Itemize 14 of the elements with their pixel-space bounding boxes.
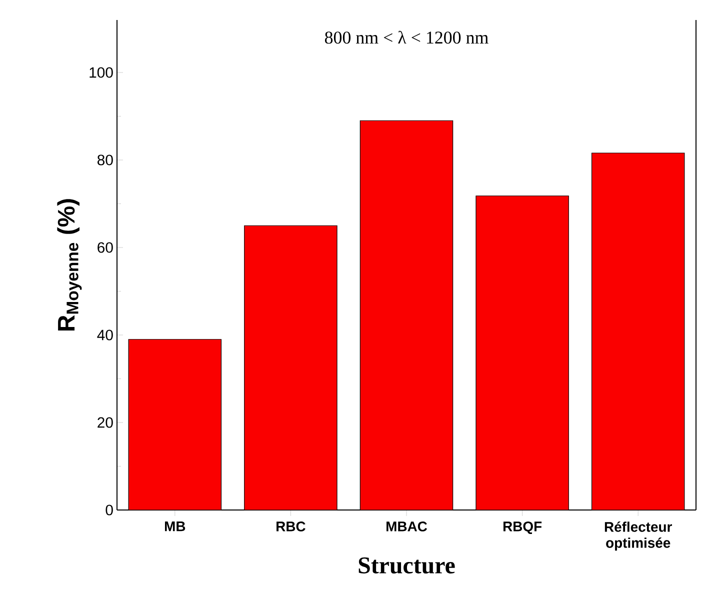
y-tick-label: 80 xyxy=(98,154,113,166)
y-tick-label: 100 xyxy=(90,67,113,78)
x-axis-title: Structure xyxy=(358,557,455,574)
x-tick-label: MB xyxy=(164,522,186,532)
x-tick-label: Réflecteur optimisée xyxy=(604,522,672,551)
y-tick-label: 0 xyxy=(106,504,113,516)
y-tick-label: 20 xyxy=(98,417,113,428)
y-axis-title: R$_{Moyenne}$ (%) xyxy=(57,199,82,330)
annotation: 800 nm < λ < 1200 nm xyxy=(324,30,488,44)
x-tick-label: RBQF xyxy=(503,522,542,534)
y-tick-label: 60 xyxy=(98,242,113,253)
x-tick-label: RBC xyxy=(276,522,306,532)
y-tick-label: 40 xyxy=(97,330,113,340)
x-tick-label: MBAC xyxy=(386,522,428,532)
